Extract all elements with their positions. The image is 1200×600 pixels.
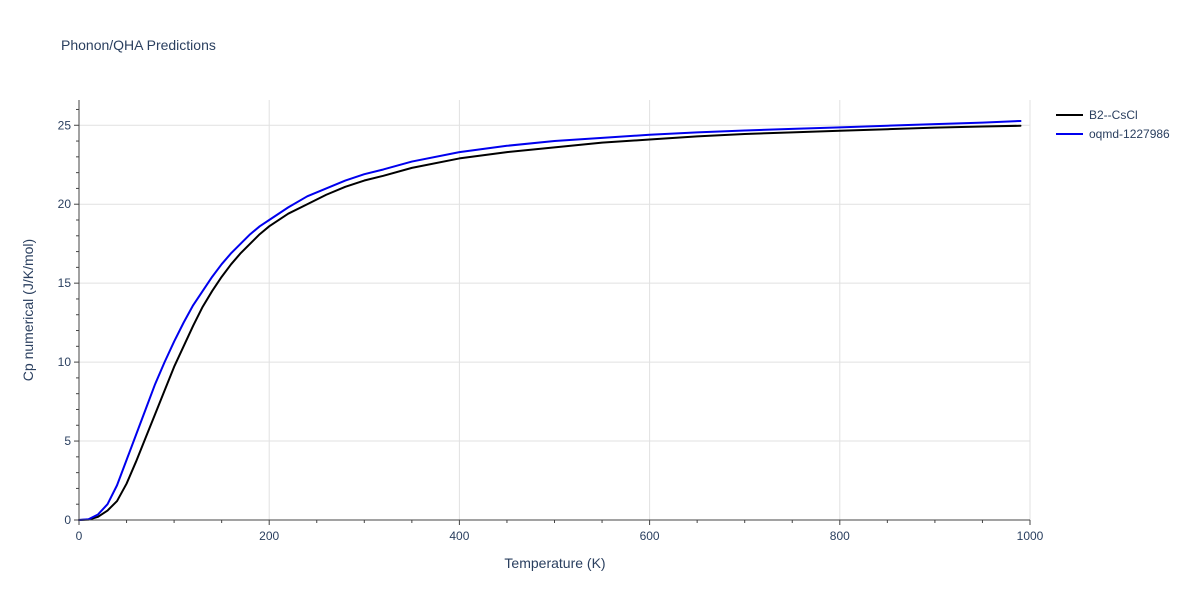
legend-label-1: B2--CsCl — [1089, 108, 1138, 122]
x-tick-label: 400 — [449, 529, 469, 543]
y-axis-title: Cp numerical (J/K/mol) — [20, 239, 36, 381]
x-tick-label: 600 — [640, 529, 660, 543]
x-tick-label: 200 — [259, 529, 279, 543]
x-tick-label: 1000 — [1017, 529, 1044, 543]
x-tick-label: 0 — [76, 529, 83, 543]
chart-title: Phonon/QHA Predictions — [61, 37, 216, 53]
y-tick-label: 5 — [64, 434, 71, 448]
y-tick-label: 20 — [58, 197, 72, 211]
y-tick-label: 10 — [58, 355, 72, 369]
y-tick-label: 0 — [64, 513, 71, 527]
y-tick-label: 15 — [58, 276, 72, 290]
series-lines — [78, 120, 1022, 521]
x-tick-label: 800 — [830, 529, 850, 543]
legend: B2--CsCl oqmd-1227986 — [1056, 108, 1170, 141]
y-tick-label: 25 — [58, 118, 72, 132]
legend-label-2: oqmd-1227986 — [1089, 127, 1170, 141]
x-ticks: 0 200 400 600 800 1000 — [76, 520, 1044, 543]
series-line-2 — [78, 120, 1022, 521]
x-axis-title: Temperature (K) — [504, 555, 605, 571]
grid-lines — [79, 100, 1031, 520]
axes — [78, 100, 1030, 521]
series-line-1 — [78, 124, 1022, 521]
y-ticks: 0 5 10 15 20 25 — [58, 108, 79, 527]
